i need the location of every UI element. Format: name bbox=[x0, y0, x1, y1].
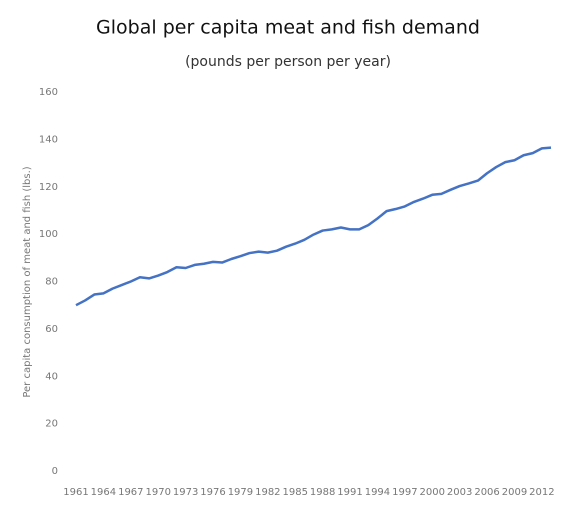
x-tick-label: 2012 bbox=[529, 487, 554, 498]
y-tick-label: 60 bbox=[45, 324, 58, 335]
y-tick-label: 80 bbox=[45, 277, 58, 288]
x-tick-label: 1979 bbox=[228, 487, 253, 498]
x-tick-label: 2009 bbox=[502, 487, 527, 498]
x-tick-label: 1961 bbox=[63, 487, 88, 498]
x-tick-label: 1988 bbox=[310, 487, 335, 498]
x-tick-label: 1964 bbox=[91, 487, 116, 498]
x-tick-label: 1994 bbox=[365, 487, 390, 498]
x-tick-label: 1997 bbox=[392, 487, 417, 498]
y-tick-label: 40 bbox=[45, 371, 58, 382]
x-tick-label: 2006 bbox=[474, 487, 499, 498]
y-tick-label: 0 bbox=[52, 466, 58, 477]
x-tick-label: 1976 bbox=[200, 487, 225, 498]
y-tick-label: 100 bbox=[39, 229, 58, 240]
x-tick-label: 1991 bbox=[337, 487, 362, 498]
chart-subtitle: (pounds per person per year) bbox=[185, 54, 391, 70]
y-tick-label: 160 bbox=[39, 87, 58, 98]
x-tick-label: 1985 bbox=[283, 487, 308, 498]
x-tick-label: 1967 bbox=[118, 487, 143, 498]
y-axis-label: Per capita consumption of meat and fish … bbox=[22, 166, 33, 397]
data-line bbox=[75, 146, 552, 307]
x-tick-label: 1982 bbox=[255, 487, 280, 498]
y-tick-label: 120 bbox=[39, 182, 58, 193]
x-tick-label: 1970 bbox=[145, 487, 170, 498]
x-tick-label: 2003 bbox=[447, 487, 472, 498]
x-tick-label: 1973 bbox=[173, 487, 198, 498]
y-tick-label: 20 bbox=[45, 419, 58, 430]
chart-title: Global per capita meat and fish demand bbox=[96, 17, 480, 39]
x-tick-label: 2000 bbox=[420, 487, 445, 498]
y-tick-label: 140 bbox=[39, 134, 58, 145]
